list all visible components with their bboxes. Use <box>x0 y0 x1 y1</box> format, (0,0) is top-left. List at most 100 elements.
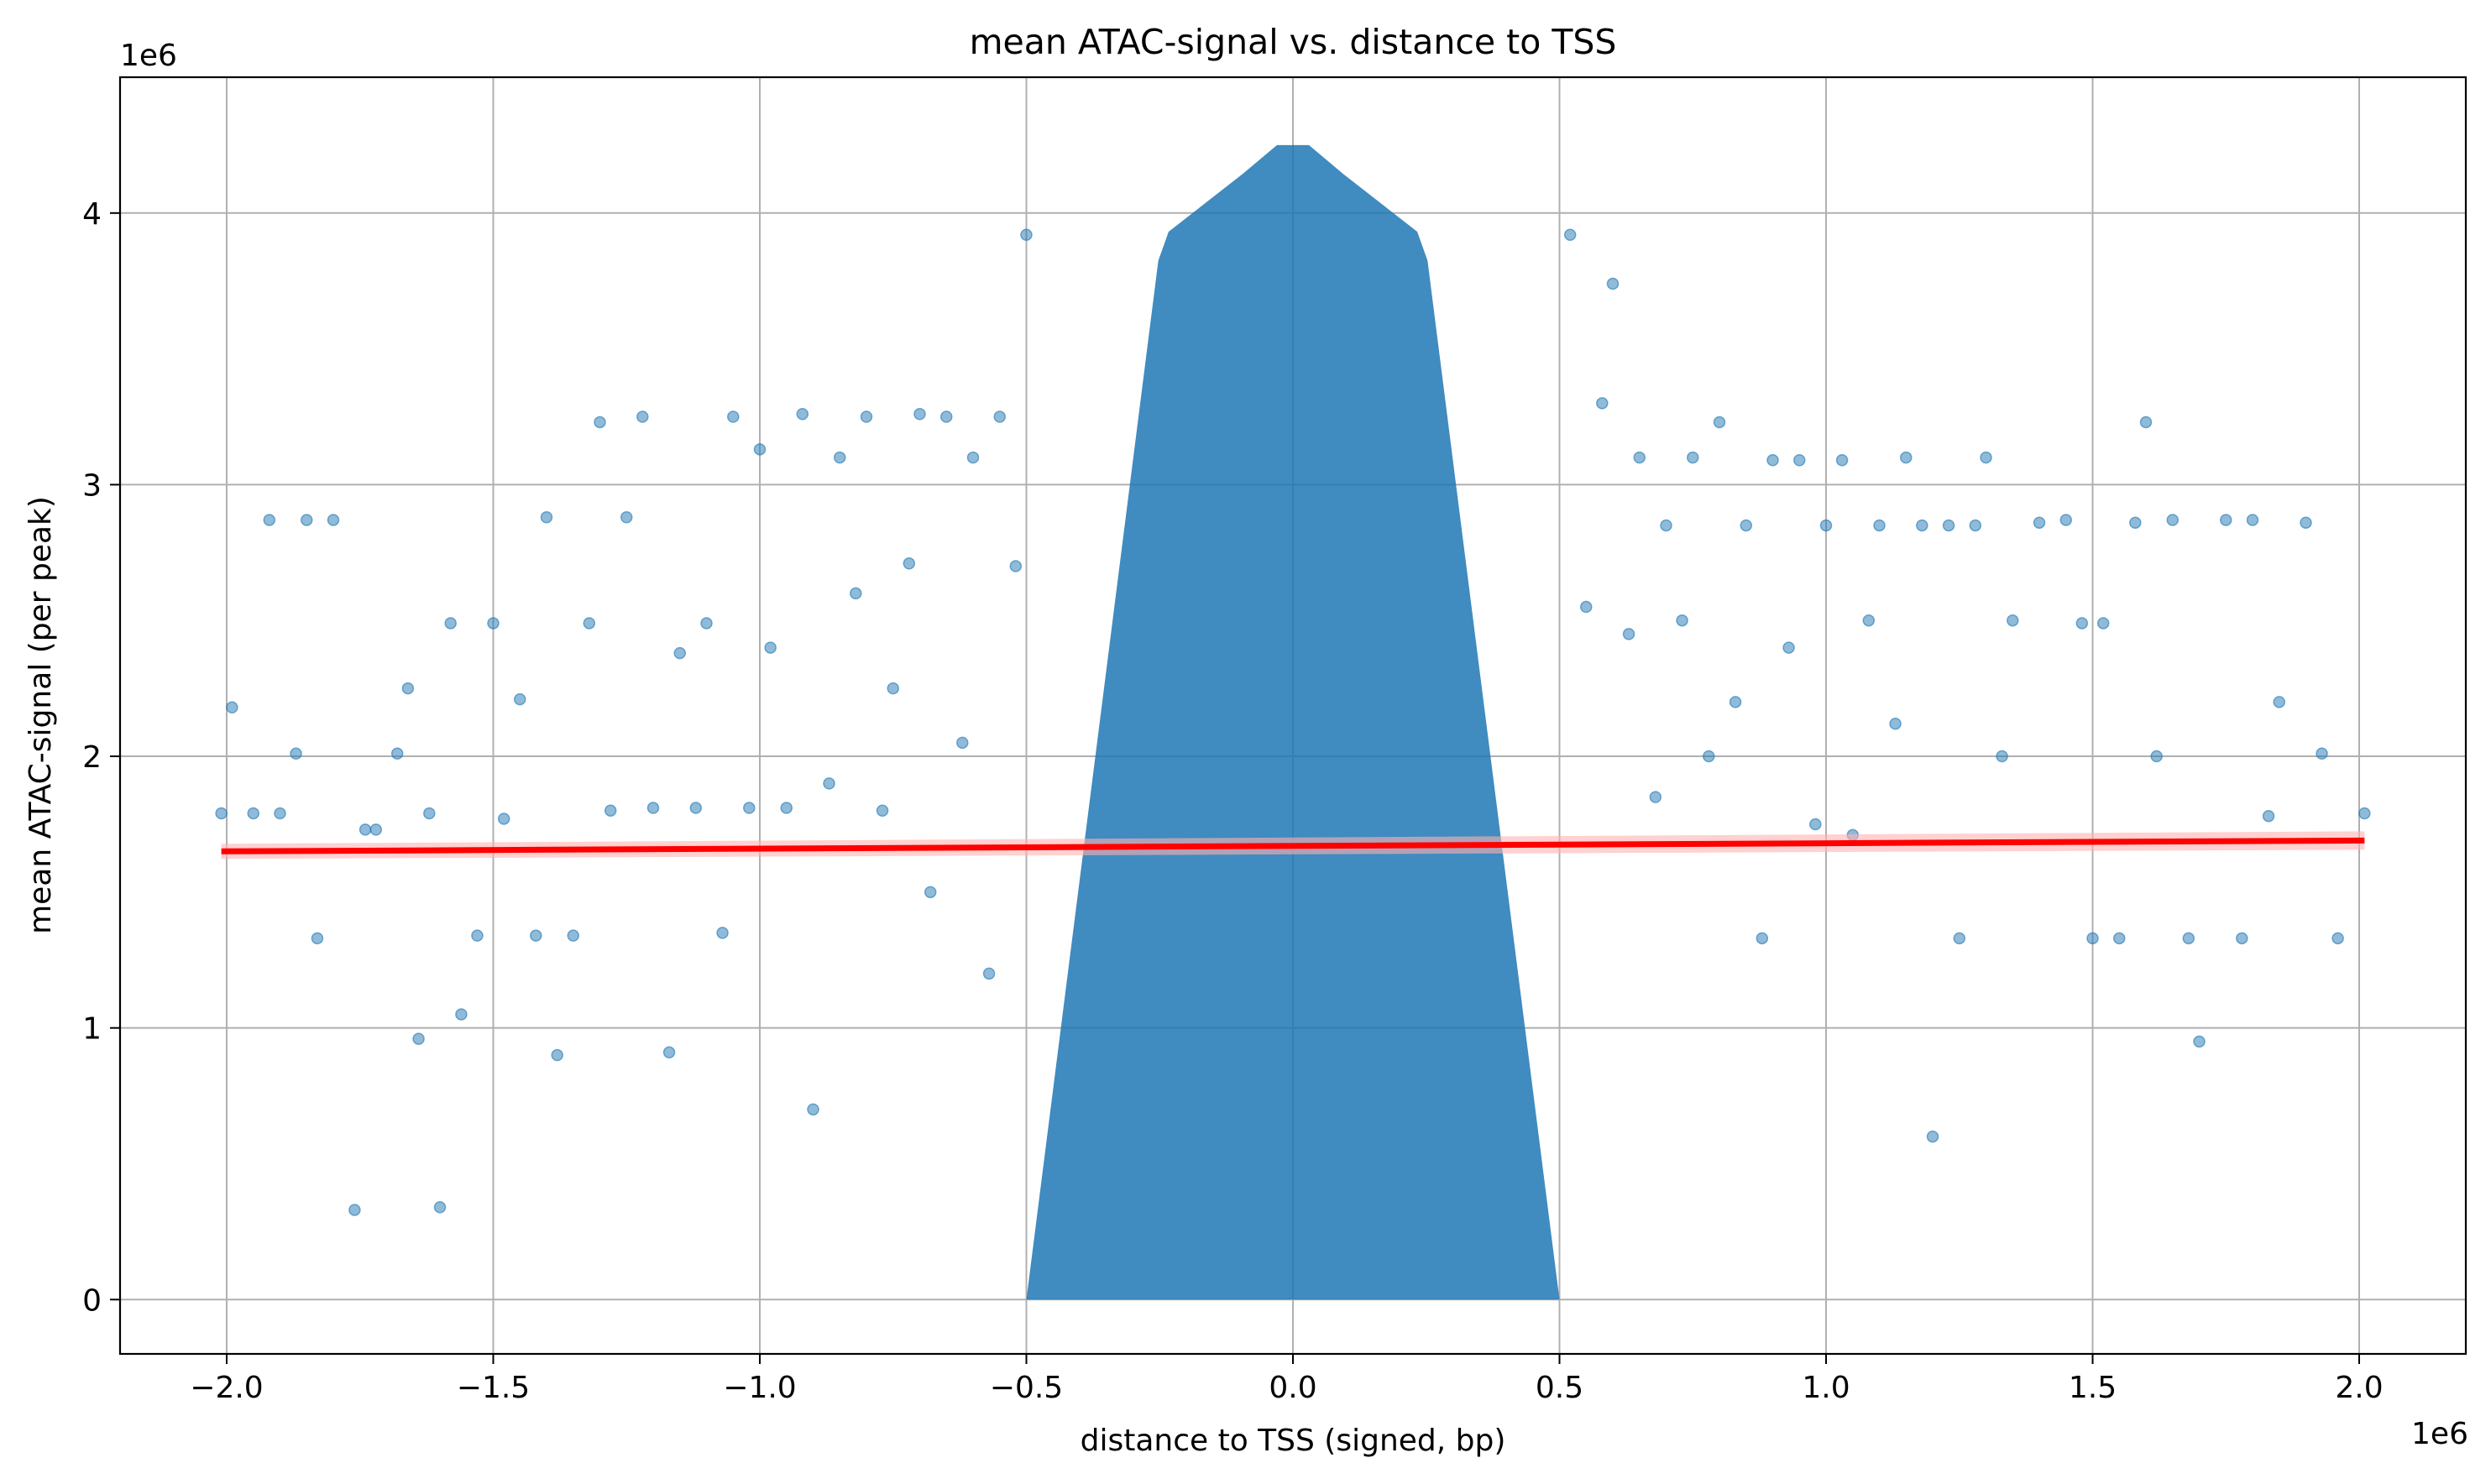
scatter-point <box>1900 451 1913 464</box>
scatter-point <box>358 823 372 836</box>
scatter-point <box>1563 228 1577 241</box>
y-axis-ticks: 0 1 2 3 4 <box>82 197 120 1318</box>
regression-line-group <box>221 831 2365 860</box>
y-tick-label: 0 <box>82 1283 102 1318</box>
scatter-point <box>247 807 259 820</box>
scatter-point <box>369 823 383 836</box>
scatter-point <box>662 1046 676 1059</box>
scatter-point <box>646 802 660 814</box>
scatter-point <box>514 692 526 706</box>
scatter-point <box>1596 397 1609 410</box>
x-tick-label: 0.0 <box>1269 1371 1316 1405</box>
scatter-point <box>348 1204 361 1216</box>
scatter-point <box>716 927 729 939</box>
scatter-point <box>263 514 276 526</box>
scatter-point <box>2059 514 2072 526</box>
y-tick-label: 2 <box>82 740 102 775</box>
scatter-point <box>2358 807 2371 820</box>
x-axis-label: distance to TSS (signed, bp) <box>1081 1424 1506 1458</box>
scatter-point <box>1819 519 1833 532</box>
scatter-point <box>390 747 404 760</box>
scatter-point <box>940 410 953 423</box>
scatter-point <box>1622 628 1635 640</box>
scatter-point <box>860 410 873 423</box>
scatter-point <box>1873 519 1886 532</box>
scatter-point <box>1889 717 1902 730</box>
scatter-point <box>1862 614 1876 627</box>
scatter-point <box>834 451 846 464</box>
scatter-point <box>1713 415 1726 429</box>
scatter-point <box>604 804 617 818</box>
scatter-point <box>903 557 916 570</box>
scatter-point <box>401 682 415 695</box>
x-tick-label: −2.0 <box>190 1371 263 1405</box>
scatter-point <box>2262 809 2275 823</box>
x-axis-ticks: −2.0 −1.5 −1.0 −0.5 0.0 0.5 1.0 1.5 2.0 <box>190 1354 2384 1405</box>
scatter-point <box>1953 932 1965 945</box>
scatter-point <box>1606 277 1620 290</box>
scatter-point <box>823 777 835 790</box>
regression-line <box>221 837 2365 854</box>
scatter-point <box>423 807 436 820</box>
scatter-point <box>620 511 633 524</box>
scatter-point <box>780 802 793 814</box>
scatter-point <box>1009 560 1023 572</box>
scatter-point <box>1580 600 1593 614</box>
scatter-point <box>2129 516 2142 529</box>
scatter-point <box>290 747 302 760</box>
scatter-point <box>412 1032 425 1045</box>
scatter-point <box>301 514 313 526</box>
x-offset-label: 1e6 <box>2411 1417 2468 1451</box>
scatter-point <box>2331 932 2344 945</box>
scatter-point <box>764 641 777 654</box>
scatter-point <box>956 736 969 750</box>
scatter-point <box>487 617 500 630</box>
dense-point-cloud <box>1026 144 1560 1300</box>
scatter-point <box>1649 791 1662 803</box>
scatter-point <box>274 807 286 820</box>
x-tick-label: 2.0 <box>2335 1371 2383 1405</box>
scatter-point <box>1996 750 2008 763</box>
scatter-point <box>2086 932 2099 945</box>
scatter-point <box>471 929 484 942</box>
scatter-point <box>311 932 324 945</box>
scatter-point <box>1942 519 1955 532</box>
scatter-point <box>1980 451 1992 464</box>
scatter-point <box>2150 750 2163 763</box>
scatter-point <box>455 1008 468 1021</box>
scatter-point <box>1766 454 1779 467</box>
scatter-point <box>2033 516 2046 529</box>
scatter-point <box>924 886 937 899</box>
scatter-point <box>1926 1130 1939 1143</box>
x-tick-label: −1.5 <box>457 1371 530 1405</box>
scatter-point <box>743 802 756 814</box>
x-tick-label: −1.0 <box>723 1371 796 1405</box>
scatter-point <box>327 514 340 526</box>
scatter-point <box>497 813 510 825</box>
scatter-point <box>2113 932 2126 945</box>
scatter-point <box>982 967 996 980</box>
scatter-point <box>796 408 809 421</box>
scatter-point <box>2075 617 2089 630</box>
scatter-point <box>226 701 238 714</box>
scatter-points <box>215 228 2371 1216</box>
scatter-point <box>1740 519 1752 532</box>
scatter-point <box>2139 415 2153 429</box>
scatter-point <box>1020 228 1033 241</box>
x-tick-label: 0.5 <box>1536 1371 1583 1405</box>
scatter-point <box>887 682 899 695</box>
scatter-point <box>551 1048 563 1062</box>
scatter-point <box>2007 614 2019 627</box>
scatter-point <box>2236 932 2248 945</box>
scatter-point <box>993 410 1006 423</box>
scatter-point <box>876 804 889 818</box>
x-tick-label: 1.0 <box>1802 1371 1850 1405</box>
scatter-point <box>1835 454 1849 467</box>
y-offset-label: 1e6 <box>120 39 177 73</box>
scatter-point <box>2193 1035 2206 1048</box>
y-tick-label: 1 <box>82 1012 102 1047</box>
scatter-point <box>2096 617 2110 630</box>
scatter-point <box>567 929 579 942</box>
scatter-point <box>1793 454 1806 467</box>
scatter-point <box>2316 747 2328 760</box>
